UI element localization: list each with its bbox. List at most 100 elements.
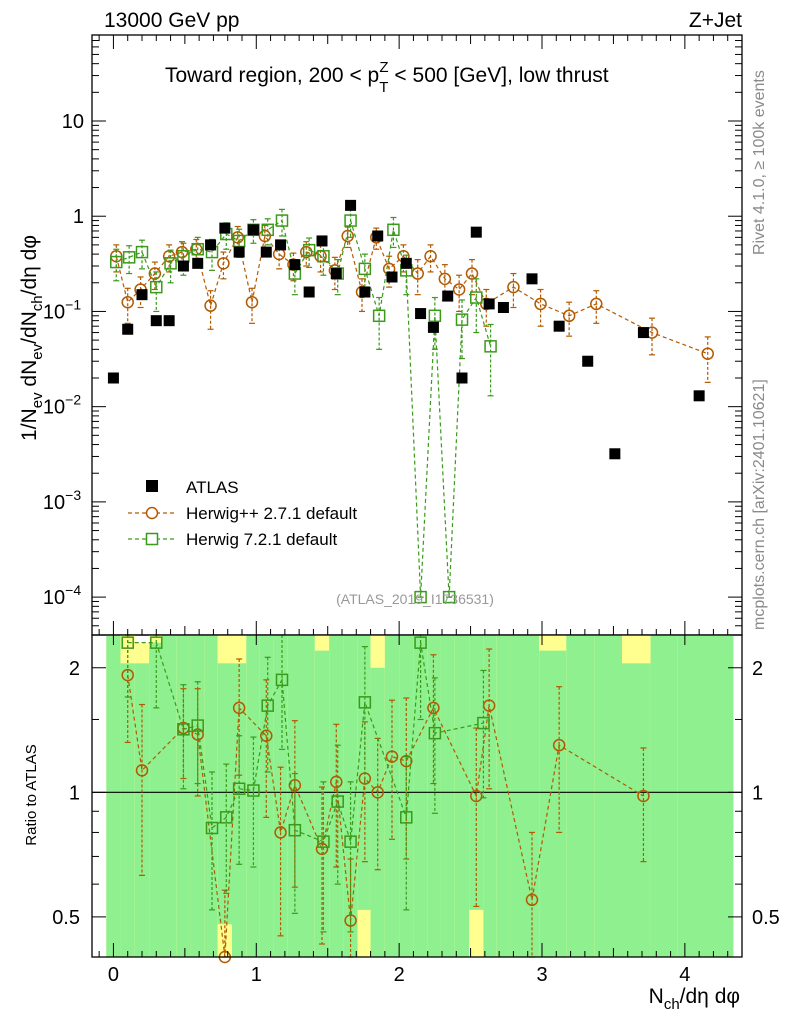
data-point bbox=[442, 590, 456, 604]
atlas-data-point bbox=[260, 246, 272, 258]
data-point bbox=[330, 775, 343, 789]
data-point bbox=[110, 255, 123, 269]
data-point bbox=[358, 696, 372, 709]
x-tick-label: 0 bbox=[108, 964, 119, 986]
data-point bbox=[260, 729, 273, 743]
rivet-version-label: Rivet 4.1.0, ≥ 100k events bbox=[751, 70, 768, 255]
atlas-data-point bbox=[247, 224, 259, 236]
legend-atlas-marker bbox=[146, 480, 158, 492]
data-point bbox=[245, 295, 259, 309]
data-point bbox=[385, 750, 399, 763]
data-point bbox=[344, 835, 357, 848]
data-point bbox=[191, 719, 204, 732]
header-process: Z+Jet bbox=[689, 9, 742, 32]
atlas-data-point bbox=[456, 372, 468, 384]
data-point bbox=[177, 723, 190, 736]
ratio-green-band bbox=[176, 635, 191, 957]
atlas-data-point bbox=[637, 327, 649, 339]
atlas-data-point bbox=[330, 268, 342, 280]
legend-herwig7-marker bbox=[145, 532, 159, 546]
y-tick-label: 10−1 bbox=[43, 296, 81, 323]
atlas-data-point bbox=[345, 199, 357, 211]
ratio-y-tick-label-right: 2 bbox=[752, 658, 763, 680]
ratio-y-tick-label: 1 bbox=[69, 782, 80, 804]
data-point bbox=[387, 223, 400, 237]
atlas-data-point bbox=[136, 289, 148, 301]
data-point bbox=[414, 636, 427, 649]
ratio-green-band bbox=[162, 635, 177, 957]
atlas-data-point bbox=[359, 286, 371, 298]
data-point bbox=[317, 835, 330, 848]
atlas-data-point bbox=[303, 286, 315, 298]
data-point bbox=[122, 251, 136, 264]
x-tick-label: 4 bbox=[679, 964, 690, 986]
mcplots-label: mcplots.cern.ch [arXiv:2401.10621] bbox=[751, 379, 768, 630]
atlas-data-point bbox=[107, 372, 119, 384]
data-point bbox=[247, 784, 260, 797]
data-point bbox=[274, 826, 287, 839]
data-point bbox=[204, 299, 217, 312]
data-point bbox=[275, 673, 289, 687]
atlas-data-point bbox=[122, 323, 134, 335]
ratio-green-band bbox=[120, 663, 135, 957]
main-y-axis-label: 1/Nev dNev/dNch/dη dφ bbox=[18, 235, 46, 441]
ratio-green-band bbox=[149, 642, 162, 957]
data-point bbox=[135, 245, 149, 259]
ratio-green-band bbox=[413, 635, 428, 957]
data-point bbox=[148, 267, 162, 280]
data-point bbox=[220, 811, 233, 824]
data-point bbox=[438, 272, 452, 286]
data-point bbox=[372, 309, 386, 323]
data-point bbox=[465, 267, 479, 280]
series-line bbox=[115, 233, 708, 355]
y-tick-label: 10−4 bbox=[43, 582, 81, 609]
ratio-y-tick-label: 0.5 bbox=[52, 907, 80, 929]
main-panel: 10 1 10−1 10−2 10−3 10−4 Toward region, 200 <… bbox=[18, 34, 743, 636]
atlas-data-point bbox=[372, 230, 384, 242]
atlas-data-point bbox=[553, 320, 565, 332]
atlas-data-point bbox=[526, 273, 538, 285]
data-point bbox=[371, 786, 384, 799]
atlas-data-point bbox=[497, 301, 509, 313]
ratio-green-band bbox=[370, 667, 385, 957]
legend-atlas-label: ATLAS bbox=[186, 478, 239, 497]
ratio-panel: 0 1 2 3 4 2 2 1 1 0.5 0.5 Ratio to ATLAS Nch/dη dφ bbox=[23, 35, 780, 1013]
ratio-green-band bbox=[650, 635, 678, 957]
y-tick-label: 1 bbox=[73, 206, 84, 228]
data-point bbox=[477, 716, 490, 730]
ratio-green-band bbox=[483, 635, 497, 957]
data-point bbox=[552, 738, 566, 752]
data-point bbox=[341, 229, 354, 243]
data-point bbox=[428, 726, 442, 740]
ratio-y-axis-label: Ratio to ATLAS bbox=[23, 744, 40, 845]
ratio-y-tick-label-right: 1 bbox=[752, 782, 763, 804]
data-point bbox=[232, 234, 246, 248]
data-point bbox=[452, 283, 466, 296]
atlas-data-point bbox=[275, 239, 287, 251]
main-y-ticks: 10 1 10−1 10−2 10−3 10−4 bbox=[43, 34, 742, 627]
data-point bbox=[400, 754, 413, 768]
ratio-y-tick-label-right: 0.5 bbox=[752, 907, 780, 929]
ratio-green-band bbox=[539, 650, 567, 957]
ratio-frame bbox=[91, 634, 743, 958]
data-point bbox=[150, 636, 163, 649]
data-point bbox=[525, 893, 539, 907]
header-energy: 13000 GeV pp bbox=[104, 9, 239, 32]
ratio-green-band bbox=[440, 635, 455, 957]
ratio-plot-content bbox=[92, 634, 742, 964]
data-point bbox=[344, 214, 357, 227]
y-tick-label: 10 bbox=[62, 111, 84, 133]
atlas-data-point bbox=[233, 246, 245, 258]
data-point bbox=[400, 811, 413, 824]
data-point bbox=[344, 914, 357, 927]
ratio-green-band bbox=[677, 635, 734, 957]
data-point bbox=[701, 347, 714, 360]
data-point bbox=[562, 309, 576, 323]
data-point bbox=[414, 590, 427, 604]
data-point bbox=[232, 782, 246, 796]
x-axis-label: Nch/dη dφ bbox=[649, 985, 740, 1013]
data-point bbox=[232, 701, 246, 715]
data-point bbox=[470, 291, 483, 304]
atlas-data-point bbox=[289, 259, 301, 271]
data-point bbox=[484, 340, 497, 353]
